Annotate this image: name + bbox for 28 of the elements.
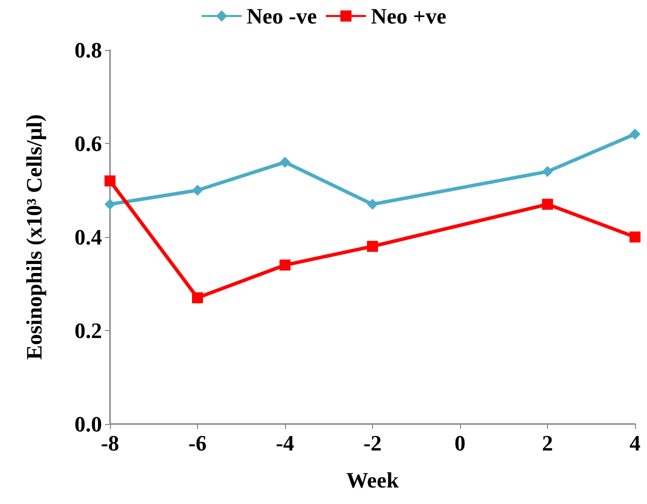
x-tick-label: 2 [542,430,553,456]
x-tick-label: -2 [363,430,382,456]
point [630,232,640,242]
legend-label: Neo -ve [246,4,318,28]
point [542,166,553,178]
legend-label: Neo +ve [370,4,447,28]
point [104,175,116,186]
y-tick-label: 0.0 [74,412,102,436]
point [280,260,290,271]
y-axis-title: Eosinophils (x10³ Cells/µl) [22,114,46,360]
point [280,156,290,168]
x-tick-label: -6 [188,430,207,456]
x-tick-label: 4 [630,430,640,456]
point [104,198,116,210]
x-tick-label: -8 [100,430,120,456]
x-tick-label: -4 [276,430,294,456]
point [192,292,203,304]
y-tick-label: 0.6 [74,131,102,156]
point [542,198,553,210]
point [367,240,378,252]
point [192,184,203,196]
point [630,128,640,140]
y-tick-label: 0.8 [74,38,102,62]
y-tick-label: 0.2 [74,318,102,343]
point [367,198,378,210]
x-tick-label: 0 [454,430,466,456]
y-tick-label: 0.4 [74,224,102,250]
x-axis-title: Week [346,468,400,492]
